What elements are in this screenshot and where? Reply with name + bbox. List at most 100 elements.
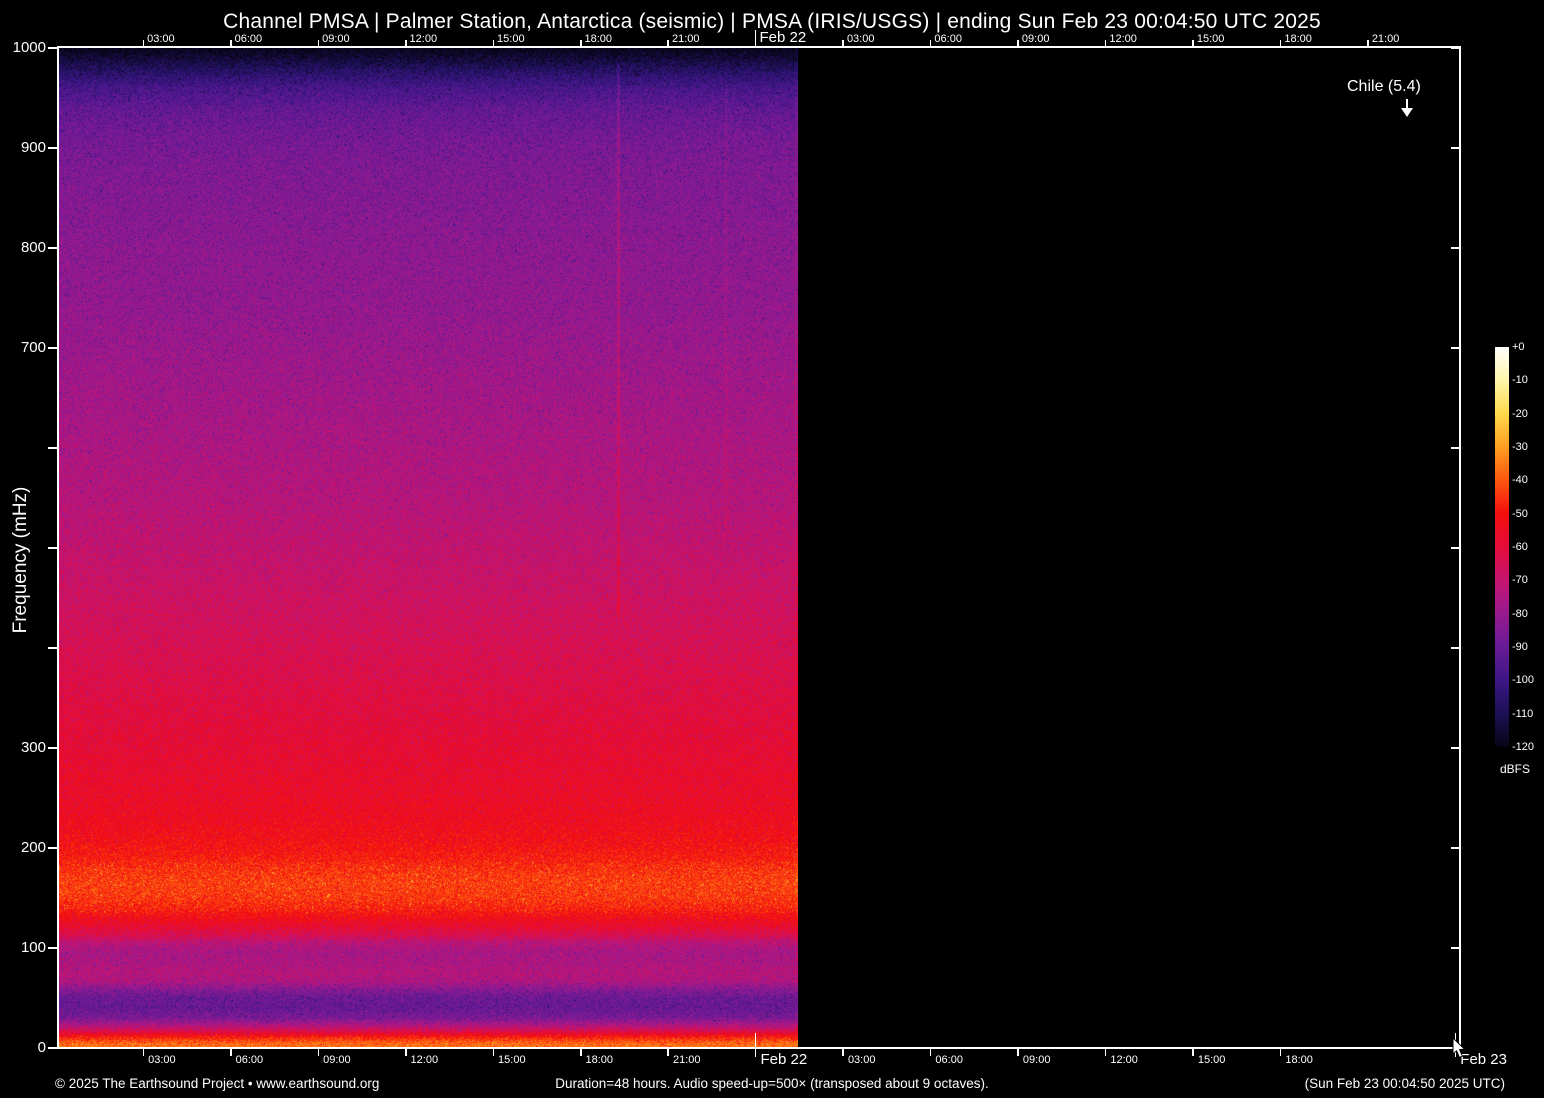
x-tick xyxy=(929,40,932,47)
x-tick xyxy=(405,1049,407,1056)
x-tick-label: 18:00 xyxy=(585,1054,614,1066)
x-tick xyxy=(492,40,495,47)
x-tick xyxy=(667,40,669,47)
mouse-cursor-icon xyxy=(1452,1038,1466,1059)
x-tick-label: 18:00 xyxy=(1285,1054,1313,1066)
x-tick xyxy=(754,1033,757,1057)
y-tick xyxy=(48,47,57,49)
y-tick xyxy=(1451,847,1459,849)
x-tick-label: 06:00 xyxy=(934,33,962,45)
colorbar-unit-label: dBFS xyxy=(1499,762,1530,776)
x-tick-label: 12:00 xyxy=(1110,1054,1138,1066)
y-tick xyxy=(48,947,57,949)
colorbar-tick-label: -30 xyxy=(1512,441,1528,453)
x-tick xyxy=(230,1049,232,1056)
x-tick xyxy=(1104,40,1107,47)
x-tick xyxy=(492,1049,495,1056)
x-tick-label: 21:00 xyxy=(672,1054,701,1066)
y-tick-label: 0 xyxy=(37,1039,46,1056)
x-tick xyxy=(1279,1049,1282,1056)
colorbar-tick-label: +0 xyxy=(1512,341,1525,353)
y-tick xyxy=(48,847,57,849)
x-tick xyxy=(580,1049,582,1056)
x-tick-label: 18:00 xyxy=(1284,33,1312,45)
y-tick xyxy=(48,747,57,749)
y-tick xyxy=(1451,247,1459,249)
x-tick xyxy=(142,40,145,47)
y-tick-label: 100 xyxy=(20,939,46,956)
x-tick xyxy=(929,1049,932,1056)
x-tick xyxy=(754,30,757,47)
axis-line-right xyxy=(1459,46,1461,1049)
x-tick-label: 12:00 xyxy=(409,33,438,45)
y-tick-label: 200 xyxy=(20,839,46,856)
x-tick-label: 15:00 xyxy=(1197,1054,1226,1066)
x-tick-label: 09:00 xyxy=(322,33,350,45)
axis-line-left xyxy=(57,46,59,1049)
x-tick-label: 09:00 xyxy=(1021,33,1050,45)
y-tick-label: 800 xyxy=(20,239,46,256)
x-tick-label: 06:00 xyxy=(935,1054,963,1066)
x-tick-label: Feb 23 xyxy=(1460,1051,1507,1068)
colorbar-tick-label: -120 xyxy=(1512,741,1535,753)
footer-timestamp: (Sun Feb 23 00:04:50 2025 UTC) xyxy=(1304,1076,1505,1091)
colorbar-tick-label: -110 xyxy=(1512,707,1534,720)
colorbar-tick-label: -50 xyxy=(1512,507,1528,520)
y-tick xyxy=(48,647,57,649)
x-tick xyxy=(667,1049,669,1056)
y-tick xyxy=(48,347,57,349)
x-tick xyxy=(1017,1049,1019,1056)
chart-title: Channel PMSA | Palmer Station, Antarctic… xyxy=(223,10,1321,33)
frequency-axis-label: Frequency (mHz) xyxy=(10,486,31,634)
colorbar-tick-label: -90 xyxy=(1512,641,1528,653)
y-tick-label: 300 xyxy=(20,739,46,756)
colorbar-tick-label: -60 xyxy=(1512,541,1528,553)
x-tick-label: Feb 22 xyxy=(760,1051,808,1068)
x-tick xyxy=(1104,1049,1107,1056)
down-arrow-icon xyxy=(1400,108,1413,117)
x-tick xyxy=(317,40,320,47)
x-tick-label: Feb 22 xyxy=(759,29,807,46)
spectrogram-canvas xyxy=(58,48,798,1048)
x-tick-label: 12:00 xyxy=(1109,33,1137,45)
y-tick-label: 700 xyxy=(20,339,46,356)
colorbar-tick-label: -20 xyxy=(1512,407,1528,420)
axis-line-bottom xyxy=(57,1047,1461,1049)
x-tick-label: 15:00 xyxy=(497,33,525,45)
x-tick-label: 03:00 xyxy=(147,33,175,45)
x-tick-label: 18:00 xyxy=(584,33,613,45)
x-tick-label: 03:00 xyxy=(846,33,875,45)
x-tick-label: 21:00 xyxy=(1371,33,1400,45)
x-tick xyxy=(142,1049,145,1056)
x-tick xyxy=(405,40,407,47)
x-tick xyxy=(230,40,232,47)
x-tick xyxy=(1279,40,1282,47)
x-tick xyxy=(842,40,844,47)
y-tick xyxy=(1451,747,1459,749)
x-tick xyxy=(580,40,582,47)
colorbar-tick-label: -80 xyxy=(1512,607,1528,620)
footer-duration-note: Duration=48 hours. Audio speed-up=500× (… xyxy=(555,1076,989,1091)
x-tick xyxy=(1017,40,1019,47)
y-tick xyxy=(1451,347,1459,349)
y-tick xyxy=(48,247,57,249)
y-tick-label: 900 xyxy=(20,139,46,156)
earthquake-annotation-label: Chile (5.4) xyxy=(1347,78,1421,95)
y-tick xyxy=(1451,647,1459,649)
x-tick xyxy=(317,1049,320,1056)
x-tick-label: 06:00 xyxy=(234,33,263,45)
colorbar xyxy=(1495,347,1509,747)
x-tick-label: 06:00 xyxy=(235,1054,264,1066)
x-tick-label: 15:00 xyxy=(498,1054,526,1066)
y-tick xyxy=(48,147,57,149)
y-tick xyxy=(1451,947,1459,949)
x-tick xyxy=(842,1049,844,1056)
x-tick xyxy=(1192,1049,1194,1056)
y-tick xyxy=(48,547,57,549)
axis-line-top xyxy=(57,46,1461,48)
x-tick-label: 15:00 xyxy=(1196,33,1225,45)
y-tick xyxy=(1451,147,1459,149)
footer-copyright: © 2025 The Earthsound Project • www.eart… xyxy=(55,1076,380,1091)
y-tick xyxy=(48,447,57,449)
